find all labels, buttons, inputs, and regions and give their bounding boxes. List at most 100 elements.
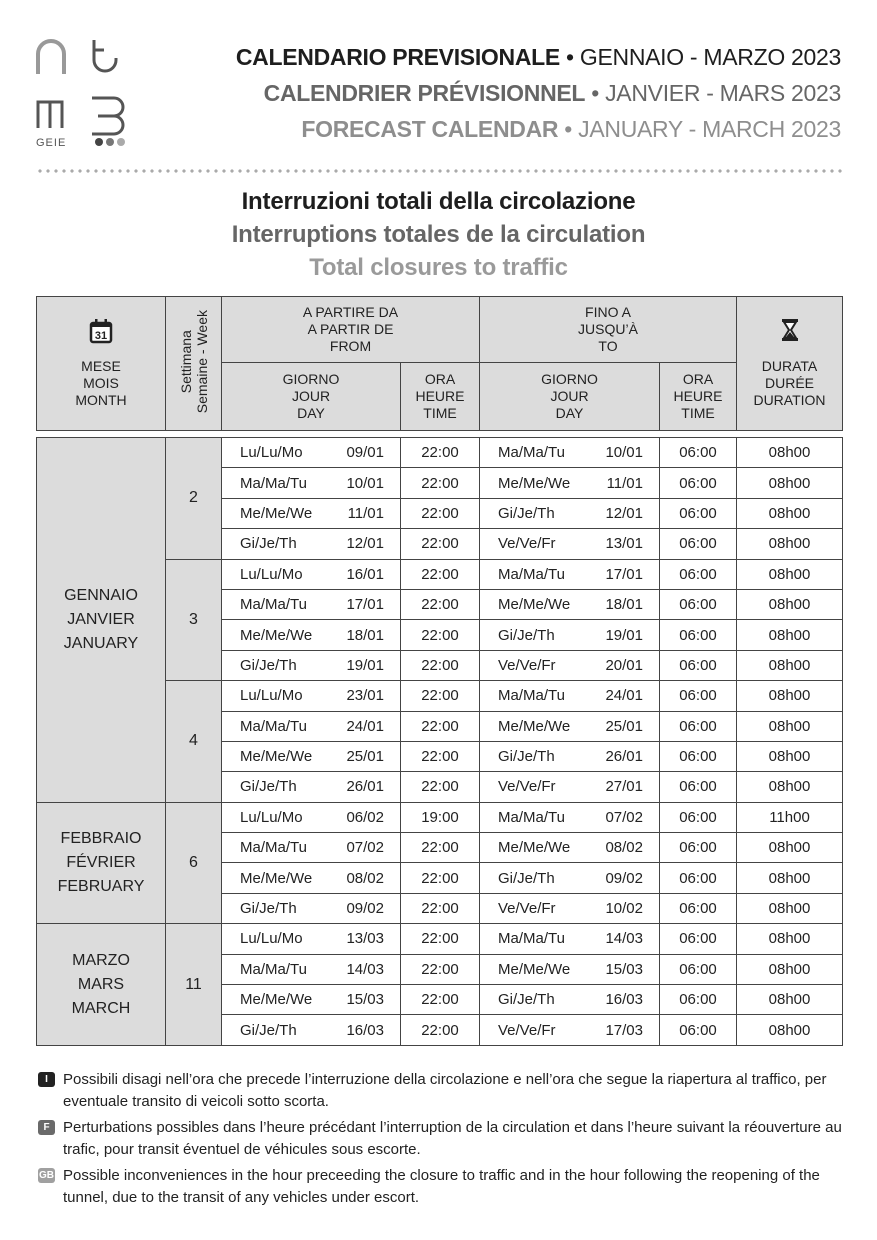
month-name: FEBBRAIO	[60, 829, 142, 847]
to-day-name: Gi/Je/Th	[479, 619, 600, 651]
from-time: 22:00	[400, 953, 480, 986]
month-cell: FEBBRAIO FÉVRIER FEBRUARY	[36, 801, 166, 925]
from-time: 22:00	[400, 710, 480, 742]
to-date: 26/01	[599, 740, 660, 773]
table-row: Gi/Je/Th 16/03 22:00 Ve/Ve/Fr 17/03 06:00 08h0…	[37, 1014, 843, 1046]
from-day-name: Me/Me/We	[221, 619, 341, 651]
table-row: Ma/Ma/Tu 24/01 22:00 Me/Me/We 25/01 06:00 08h0…	[37, 710, 843, 742]
from-time: 22:00	[400, 892, 480, 925]
to-date: 19/01	[599, 619, 660, 651]
table-row: Ma/Ma/Tu 17/01 22:00 Me/Me/We 18/01 06:00 08h0…	[37, 588, 843, 621]
from-time: 22:00	[400, 558, 480, 590]
duration: 08h00	[736, 649, 843, 682]
closures-table: GENNAIO JANVIER JANUARY 2 Lu/Lu/Mo 09/01 22:00…	[36, 436, 843, 1046]
duration: 08h00	[736, 467, 843, 499]
duration-header: DURATA DURÉE DURATION	[736, 296, 843, 431]
table-row: Gi/Je/Th 26/01 22:00 Ve/Ve/Fr 27/01 06:00 08h0…	[37, 771, 843, 803]
from-day-name: Gi/Je/Th	[221, 771, 341, 803]
from-date: 25/01	[340, 740, 401, 773]
from-day-name: Me/Me/We	[221, 740, 341, 773]
from-date: 17/01	[340, 588, 401, 621]
svg-text:GEIE: GEIE	[36, 137, 66, 148]
to-day-name: Me/Me/We	[479, 953, 600, 986]
to-date: 17/01	[599, 558, 660, 590]
duration: 11h00	[736, 801, 843, 834]
title-fr: Interruptions totales de la circulation	[231, 221, 646, 248]
to-date: 25/01	[599, 710, 660, 742]
table-row: GENNAIO JANVIER JANUARY 2 Lu/Lu/Mo 09/01 22:00…	[36, 436, 843, 803]
header-line-it: CALENDARIO PREVISIONALE • GENNAIO - MARZ…	[235, 44, 841, 70]
table-row: MARZO MARS MARCH 11 Lu/Lu/Mo 13/03 22:00 Ma/Ma/…	[36, 923, 843, 1046]
to-time: 06:00	[659, 619, 737, 651]
table-row: Gi/Je/Th 12/01 22:00 Ve/Ve/Fr 13/01 06:00 08h0…	[37, 528, 843, 560]
duration: 08h00	[736, 436, 843, 469]
from-date: 24/01	[340, 710, 401, 742]
table-row: Gi/Je/Th 19/01 22:00 Ve/Ve/Fr 20/01 06:00 08h0…	[37, 649, 843, 682]
to-date: 10/02	[599, 892, 660, 925]
table-row: Me/Me/We 25/01 22:00 Gi/Je/Th 26/01 06:00 08h0…	[37, 740, 843, 773]
to-time: 06:00	[659, 680, 737, 712]
to-date: 17/03	[599, 1014, 660, 1046]
to-date: 27/01	[599, 771, 660, 803]
to-day-name: Gi/Je/Th	[479, 984, 600, 1016]
from-time: 22:00	[400, 588, 480, 621]
duration: 08h00	[736, 497, 843, 530]
from-time: 22:00	[400, 740, 480, 773]
to-time: 06:00	[659, 892, 737, 925]
month-name: FEBRUARY	[57, 877, 145, 895]
dotted-divider	[36, 169, 842, 173]
month-name: JANUARY	[63, 634, 139, 652]
hourglass-icon	[781, 319, 798, 341]
month-name: MARCH	[71, 999, 131, 1017]
duration: 08h00	[736, 619, 843, 651]
from-date: 13/03	[340, 923, 401, 955]
header-line-fr: CALENDRIER PRÉVISIONNEL • JANVIER - MARS…	[263, 80, 842, 106]
to-day-name: Ve/Ve/Fr	[479, 1014, 600, 1046]
from-date: 14/03	[340, 953, 401, 986]
to-day-name: Ve/Ve/Fr	[479, 528, 600, 560]
week-cell: 6	[165, 801, 222, 925]
from-date: 07/02	[340, 832, 401, 864]
from-day-name: Me/Me/We	[221, 497, 341, 530]
from-time: 22:00	[400, 862, 480, 894]
to-day-name: Gi/Je/Th	[479, 497, 600, 530]
from-time: 19:00	[400, 801, 480, 834]
to-day-name: Ma/Ma/Tu	[479, 801, 600, 834]
to-time: 06:00	[659, 649, 737, 682]
header-line-en: FORECAST CALENDAR • JANUARY - MARCH 2023	[301, 116, 841, 142]
from-day-name: Ma/Ma/Tu	[221, 467, 341, 499]
svg-text:31: 31	[95, 330, 107, 342]
to-time: 06:00	[659, 497, 737, 530]
from-day-header: GIORNO JOUR DAY	[221, 362, 401, 431]
duration: 08h00	[736, 680, 843, 712]
to-date: 20/01	[599, 649, 660, 682]
to-day-name: Ma/Ma/Tu	[479, 923, 600, 955]
from-day-name: Gi/Je/Th	[221, 892, 341, 925]
from-date: 23/01	[340, 680, 401, 712]
to-time: 06:00	[659, 588, 737, 621]
week-header: Settimana Semaine - Week	[165, 296, 222, 431]
from-date: 06/02	[340, 801, 401, 834]
to-time: 06:00	[659, 710, 737, 742]
from-date: 19/01	[340, 649, 401, 682]
from-date: 11/01	[340, 497, 401, 530]
to-time: 06:00	[659, 923, 737, 955]
table-row: Gi/Je/Th 09/02 22:00 Ve/Ve/Fr 10/02 06:00 08h0…	[37, 892, 843, 925]
from-day-name: Lu/Lu/Mo	[221, 680, 341, 712]
from-time: 22:00	[400, 497, 480, 530]
from-day-name: Lu/Lu/Mo	[221, 923, 341, 955]
table-row: Me/Me/We 11/01 22:00 Gi/Je/Th 12/01 06:00 08h0…	[37, 497, 843, 530]
duration: 08h00	[736, 528, 843, 560]
from-time: 22:00	[400, 619, 480, 651]
table-header: 31 MESE MOIS MONTH Settimana Semaine - Week…	[36, 296, 843, 431]
to-day-name: Ve/Ve/Fr	[479, 771, 600, 803]
month-name: GENNAIO	[64, 586, 138, 604]
week-cell: 3	[165, 558, 222, 682]
duration: 08h00	[736, 832, 843, 864]
from-day-name: Lu/Lu/Mo	[221, 558, 341, 590]
duration: 08h00	[736, 558, 843, 590]
to-date: 12/01	[599, 497, 660, 530]
ntmb-logo: GEIE	[36, 39, 125, 148]
month-cell: MARZO MARS MARCH	[36, 923, 166, 1046]
from-day-name: Ma/Ma/Tu	[221, 588, 341, 621]
